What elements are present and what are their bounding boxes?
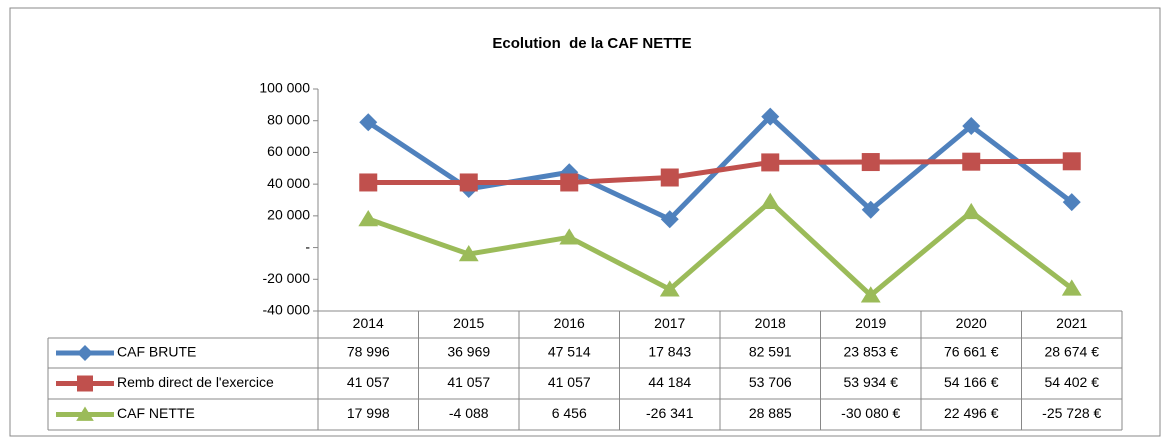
marker bbox=[1061, 279, 1082, 296]
marker bbox=[860, 286, 881, 303]
marker bbox=[962, 152, 981, 171]
marker bbox=[659, 280, 680, 297]
table-value: 36 969 bbox=[447, 344, 490, 360]
table-value: 41 057 bbox=[548, 374, 591, 390]
chart-border bbox=[9, 7, 1161, 437]
table-value: 44 184 bbox=[648, 374, 691, 390]
marker bbox=[660, 168, 679, 187]
x-tick-label: 2017 bbox=[654, 315, 685, 331]
marker bbox=[660, 210, 679, 229]
table-value: -30 080 € bbox=[841, 405, 900, 421]
y-tick-label: 80 000 bbox=[267, 111, 310, 127]
marker bbox=[359, 113, 378, 132]
marker bbox=[761, 153, 780, 172]
marker bbox=[560, 173, 579, 192]
y-tick-label: -20 000 bbox=[263, 270, 311, 286]
marker bbox=[459, 173, 478, 192]
table-value: 6 456 bbox=[552, 405, 587, 421]
x-tick-label: 2016 bbox=[554, 315, 585, 331]
marker bbox=[76, 406, 94, 421]
marker bbox=[1062, 193, 1081, 212]
table-value: 78 996 bbox=[347, 344, 390, 360]
y-tick-label: 100 000 bbox=[259, 80, 310, 96]
y-tick-label: 20 000 bbox=[267, 207, 310, 223]
x-tick-label: 2021 bbox=[1056, 315, 1087, 331]
y-tick-label: 40 000 bbox=[267, 175, 310, 191]
table-value: 47 514 bbox=[548, 344, 591, 360]
marker bbox=[761, 107, 780, 126]
table-value: -26 341 bbox=[646, 405, 694, 421]
x-tick-label: 2018 bbox=[755, 315, 786, 331]
x-tick-label: 2020 bbox=[956, 315, 987, 331]
table-value: 28 885 bbox=[749, 405, 792, 421]
marker bbox=[760, 192, 781, 209]
table-value: 53 934 € bbox=[844, 374, 899, 390]
marker bbox=[962, 117, 981, 136]
table-value: 17 998 bbox=[347, 405, 390, 421]
marker bbox=[359, 173, 378, 192]
table-value: 53 706 bbox=[749, 374, 792, 390]
table-value: 41 057 bbox=[447, 374, 490, 390]
marker bbox=[358, 210, 379, 227]
marker bbox=[458, 245, 479, 262]
x-tick-label: 2015 bbox=[453, 315, 484, 331]
series-line bbox=[367, 199, 1074, 298]
marker bbox=[961, 202, 982, 220]
y-tick-label: 60 000 bbox=[267, 143, 310, 159]
legend-label: CAF BRUTE bbox=[117, 344, 196, 360]
marker bbox=[77, 375, 93, 392]
chart-title: Ecolution de la CAF NETTE bbox=[492, 35, 691, 52]
marker bbox=[559, 228, 580, 245]
y-tick-label: - bbox=[305, 238, 310, 254]
table-value: 54 402 € bbox=[1045, 374, 1100, 390]
table-value: 76 661 € bbox=[944, 344, 999, 360]
marker bbox=[861, 153, 880, 172]
table-value: 54 166 € bbox=[944, 374, 999, 390]
table-value: 23 853 € bbox=[844, 344, 899, 360]
table-value: -25 728 € bbox=[1042, 405, 1101, 421]
table-value: 28 674 € bbox=[1045, 344, 1100, 360]
series-line bbox=[368, 158, 1072, 185]
y-tick-label: -40 000 bbox=[263, 302, 311, 318]
table-value: 41 057 bbox=[347, 374, 390, 390]
legend-label: CAF NETTE bbox=[117, 405, 195, 421]
x-tick-label: 2019 bbox=[855, 315, 886, 331]
legend-label: Remb direct de l'exercice bbox=[117, 374, 274, 390]
table-value: -4 088 bbox=[449, 405, 489, 421]
marker bbox=[1062, 152, 1081, 171]
table-value: 22 496 € bbox=[944, 405, 999, 421]
marker bbox=[861, 200, 880, 219]
table-value: 82 591 bbox=[749, 344, 792, 360]
table-value: 17 843 bbox=[648, 344, 691, 360]
x-tick-label: 2014 bbox=[353, 315, 384, 331]
marker bbox=[77, 345, 93, 361]
